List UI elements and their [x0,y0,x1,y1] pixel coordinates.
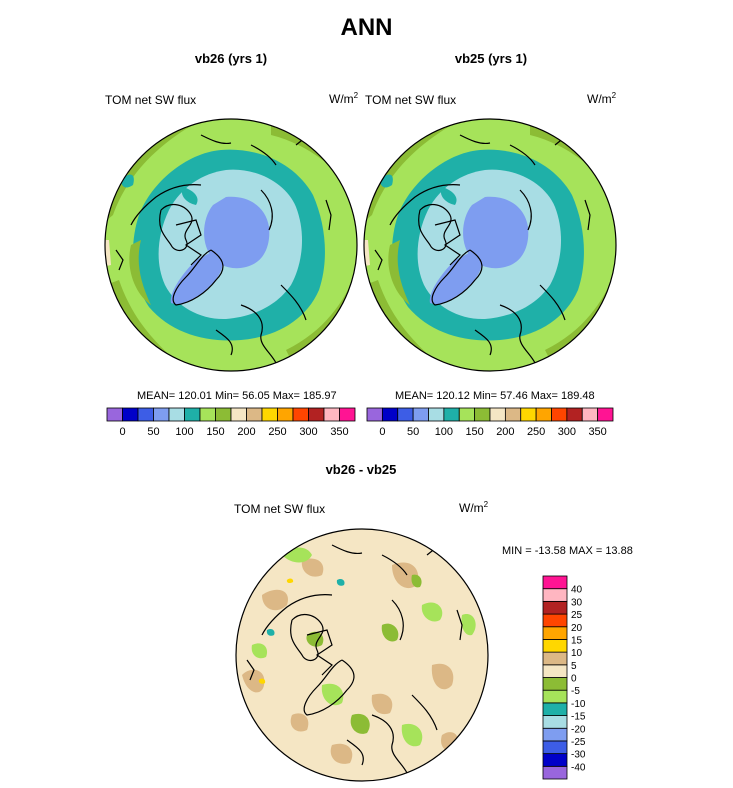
colorbar-swatch [520,407,537,422]
diff-polar-map [235,528,489,782]
colorbar-swatch [542,702,568,716]
colorbar-tick-label: 150 [206,426,224,438]
colorbar-swatch [551,407,568,422]
left-colorbar: 0 50 100 150 200 250 300 350 [106,407,356,438]
left-polar-map [104,118,358,372]
right-stats-label: MEAN= 120.12 Min= 57.46 Max= 189.48 [395,390,595,402]
right-panel-title: vb25 (yrs 1) [454,51,528,66]
colorbar-tick-label: 15 [571,635,583,646]
colorbar-tick-label: 250 [527,426,545,438]
colorbar-swatch [230,407,247,422]
colorbar-tick-label: -40 [571,762,586,773]
main-title: ANN [340,14,393,41]
colorbar-swatch [397,407,414,422]
colorbar-swatch [597,407,614,422]
colorbar-tick-label: 0 [571,674,577,685]
colorbar-tick-label: 250 [268,426,286,438]
colorbar-swatch [277,407,294,422]
right-variable-label: TOM net SW flux [365,93,457,107]
colorbar-swatch [261,407,278,422]
colorbar-tick-label: 25 [571,610,583,621]
colorbar-tick-label: -15 [571,712,586,723]
colorbar-swatch [542,740,568,755]
colorbar-swatch [412,407,429,422]
left-panel-title: vb26 (yrs 1) [194,51,268,66]
colorbar-swatch [199,407,216,422]
colorbar-tick-label: 150 [465,426,483,438]
colorbar-tick-label: 0 [379,426,385,438]
colorbar-swatch [137,407,154,422]
colorbar-tick-label: 100 [175,426,193,438]
colorbar-swatch [542,765,568,780]
colorbar-swatch [184,407,201,422]
left-stats-label: MEAN= 120.01 Min= 56.05 Max= 185.97 [137,390,337,402]
colorbar-swatch [566,407,583,422]
colorbar-swatch [542,677,568,691]
colorbar-tick-label: 40 [571,585,583,596]
colorbar-tick-label: 300 [558,426,576,438]
diff-stats-label: MIN = -13.58 MAX = 13.88 [502,545,633,557]
colorbar-swatch [106,407,123,422]
colorbar-swatch [542,639,568,653]
colorbar-tick-label: 350 [330,426,348,438]
colorbar-swatch [443,407,460,422]
colorbar-swatch [504,407,522,422]
colorbar-tick-label: -20 [571,724,586,735]
colorbar-swatch [535,407,552,422]
colorbar-swatch [381,407,399,422]
colorbar-swatch [542,727,568,742]
colorbar-tick-label: -10 [571,699,586,710]
colorbar-swatch [122,407,139,422]
colorbar-swatch [428,407,445,422]
colorbar-tick-label: -30 [571,750,586,761]
colorbar-swatch [542,651,568,666]
colorbar-tick-label: -25 [571,737,586,748]
colorbar-tick-label: 200 [496,426,514,438]
colorbar-tick-label: 5 [571,661,577,672]
diff-variable-label: TOM net SW flux [234,502,326,516]
left-variable-label: TOM net SW flux [105,93,197,107]
colorbar-tick-label: 20 [571,623,583,634]
colorbar-tick-label: 100 [435,426,453,438]
colorbar-tick-label: 200 [237,426,255,438]
colorbar-tick-label: 0 [119,426,125,438]
colorbar-swatch [458,407,476,422]
colorbar-swatch [542,753,568,767]
colorbar-swatch [246,407,263,422]
colorbar-swatch [168,407,185,422]
colorbar-tick-label: 300 [299,426,317,438]
colorbar-swatch [308,407,325,422]
colorbar-swatch [153,407,170,422]
colorbar-swatch [292,407,309,422]
colorbar-tick-label: 10 [571,648,583,659]
left-units-label: W/m2 [329,91,359,106]
colorbar-swatch [474,407,491,422]
colorbar-swatch [542,626,568,640]
colorbar-swatch [542,689,568,704]
colorbar-swatch [581,407,599,422]
colorbar-tick-label: -5 [571,686,580,697]
colorbar-swatch [366,407,383,422]
colorbar-swatch [489,407,506,422]
colorbar-swatch [323,407,340,422]
colorbar-tick-label: 350 [588,426,606,438]
colorbar-swatch [542,600,568,615]
colorbar-swatch [542,588,568,602]
colorbar-swatch [215,407,232,422]
colorbar-swatch [339,407,356,422]
diff-panel-title: vb26 - vb25 [325,462,397,477]
colorbar-swatch [542,664,568,678]
colorbar-swatch [542,613,568,628]
colorbar-tick-label: 30 [571,597,583,608]
colorbar-swatch [542,575,568,590]
right-colorbar: 0 50 100 150 200 250 300 350 [366,407,614,438]
colorbar-tick-label: 50 [147,426,159,438]
right-polar-map [363,118,617,372]
colorbar-tick-label: 50 [407,426,419,438]
colorbar-swatch [542,715,568,729]
diff-units-label: W/m2 [459,500,489,515]
right-units-label: W/m2 [587,91,617,106]
